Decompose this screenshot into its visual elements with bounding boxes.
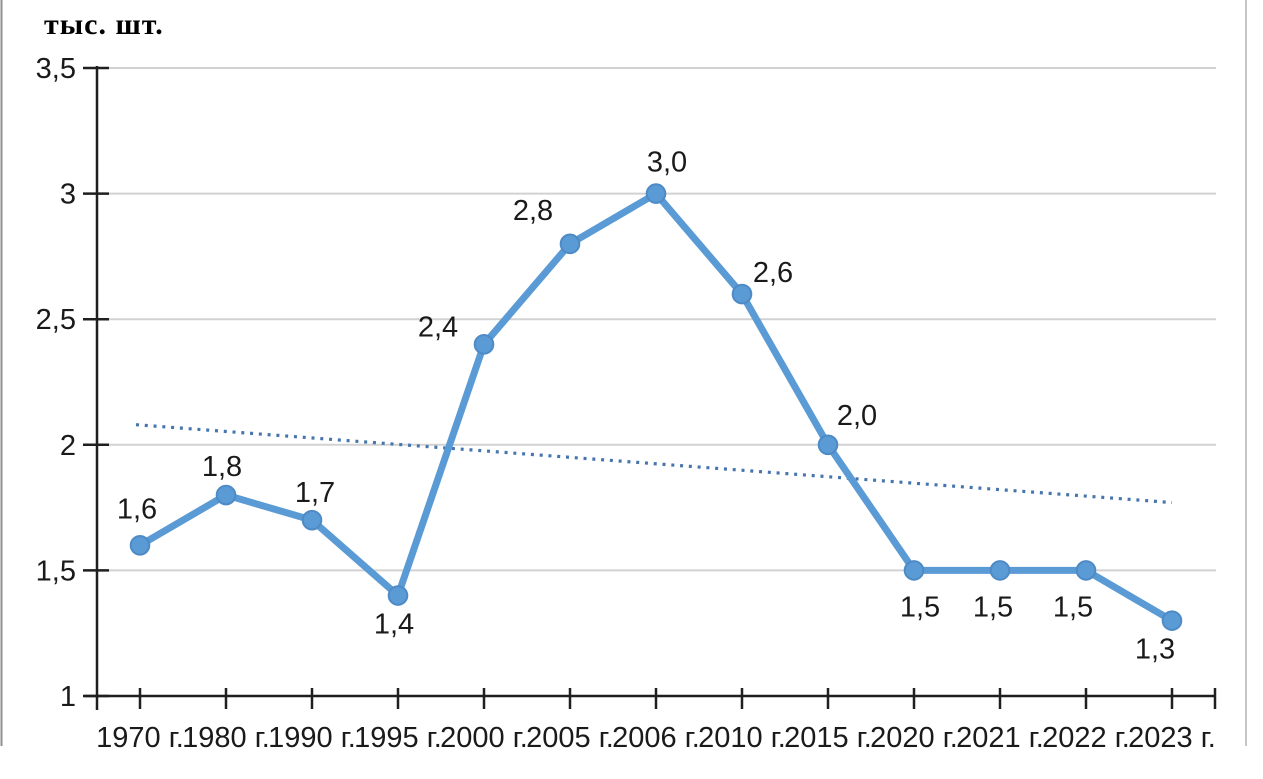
trend-dotted-line [135,423,1173,505]
x-tick-label: 2021 г. [956,722,1044,754]
gridlines [97,67,1216,572]
data-point-label: 1,5 [973,591,1013,623]
data-point-label: 1,5 [900,591,940,623]
data-series [129,183,1183,631]
x-axis-labels: 1970 г.1980 г.1990 г.1995 г.2000 г.2005 … [96,722,1216,754]
x-tick-label: 2022 г. [1042,722,1130,754]
data-point-label: 1,8 [202,451,242,483]
data-point-labels: 1,6 1,8 1,7 1,4 2,4 2,8 3,0 2,6 2,0 1,5 1,5 1,5 1,3 [117,147,1175,666]
data-point-label: 3,0 [647,147,687,179]
data-point-marker [559,233,581,255]
image-border-lines [0,0,1247,746]
y-tick-label: 2 [60,430,76,462]
data-point-label: 1,4 [374,609,414,641]
data-point-label: 1,3 [1135,634,1175,666]
data-point-label: 1,6 [117,493,157,525]
data-point-label: 2,4 [418,311,458,343]
x-tick-label: 1970 г. [96,722,184,754]
data-point-marker [1075,560,1097,581]
x-tick-label: 2006 г. [612,722,700,754]
y-tick-label: 3,5 [36,53,76,85]
data-point-marker [731,283,753,305]
series-line [136,190,1176,625]
x-tick-label: 2000 г. [440,722,528,754]
data-point-marker [301,509,323,531]
x-tick-label: 1980 г. [182,722,270,754]
data-point-marker [817,434,839,456]
data-point-marker [473,334,495,355]
data-point-label: 1,7 [295,477,335,509]
trendline-group [135,423,1173,505]
y-axis-labels: 1 1,5 2 2,5 3 3,5 [36,53,76,713]
data-point-marker [387,585,409,606]
data-point-marker [1161,610,1183,631]
data-point-marker [903,560,925,581]
x-tick-label: 1990 г. [268,722,356,754]
data-point-label: 2,6 [753,257,793,289]
y-tick-label: 1 [60,681,76,713]
x-tick-label: 2010 г. [698,722,786,754]
data-point-marker [129,534,151,556]
y-tick-label: 1,5 [36,555,76,587]
x-tick-label: 2005 г. [526,722,614,754]
x-tick-label: 2023 г. [1128,722,1216,754]
y-axis-unit-label: тыс. шт. [44,8,164,41]
x-tick-label: 2020 г. [870,722,958,754]
x-tick-label: 2015 г. [784,722,872,754]
y-tick-label: 3 [60,179,76,211]
x-tick-label: 1995 г. [354,722,442,754]
y-tick-label: 2,5 [36,304,76,336]
data-point-label: 2,0 [837,400,877,432]
data-point-marker [215,484,237,506]
axes [83,66,1217,710]
data-point-marker [645,183,667,204]
data-point-label: 2,8 [513,195,553,227]
data-point-marker [989,560,1011,581]
data-point-label: 1,5 [1053,591,1093,623]
